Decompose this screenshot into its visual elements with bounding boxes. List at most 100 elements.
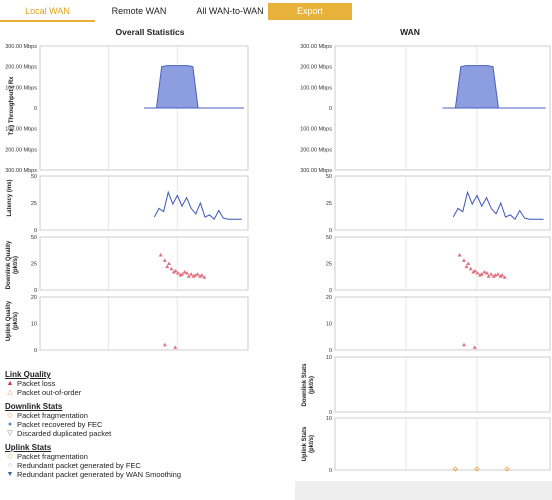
left-latency-frame [39,175,249,231]
right-packet-loss-point [468,266,473,271]
right-uplink-quality-tick-label: 20 [326,295,332,301]
right-throughput-tick-label: 100.00 Mbps [300,127,332,133]
left-packet-loss-point [178,273,183,277]
legend-label: Redundant packet generated by WAN Smooth… [17,470,181,479]
left-packet-loss-point [182,269,187,274]
right-packet-loss-point [495,272,500,276]
right-packet-loss-point [461,258,466,262]
right-packet-loss-point [486,274,491,278]
right-packet-loss-point [478,273,483,277]
right-packet-loss-point [462,342,466,347]
filled-triangle-icon: ▲ [6,380,14,387]
right-uplink-quality-frame [334,296,551,351]
legend-heading-link-quality: Link Quality [5,370,51,379]
right-packet-loss-point [498,274,503,278]
left-downlink-quality-tick-label: 0 [34,288,37,294]
right-uplink-quality-tick-label: 10 [326,322,332,328]
tab-remote-wan[interactable]: Remote WAN [111,6,167,16]
legend-item: ▽ Discarded duplicated packet [5,429,181,438]
left-latency-tick-label: 0 [34,228,37,234]
left-uplink-quality-tick-label: 10 [31,322,37,328]
legend: Link Quality ▲ Packet loss △ Packet out-of… [5,367,181,479]
right-downlink-stats-tick-label: 10 [326,355,332,361]
left-throughput-tick-label: 300.00 Mbps [5,168,37,174]
left-throughput-frame [39,45,249,171]
left-latency-line [153,190,242,221]
right-downlink-stats-frame [334,356,551,413]
right-throughput-frame [334,45,551,171]
right-packet-loss-point [502,275,507,279]
right-throughput-tick-label: 100.00 Mbps [300,85,332,91]
left-latency-tick-label: 50 [31,174,37,180]
legend-label: Discarded duplicated packet [17,429,112,438]
outline-circle-icon: ○ [7,462,13,469]
left-uplink-quality-tick-label: 20 [31,295,37,301]
left-throughput-tick-label: 100.00 Mbps [5,85,37,91]
export-button[interactable]: Export [268,3,352,20]
legend-item: ▲ Packet loss [5,379,181,388]
left-packet-loss-point [165,264,170,269]
left-packet-loss-point [171,269,176,274]
legend-label: Redundant packet generated by FEC [17,461,141,470]
left-packet-loss-point [158,253,163,257]
right-throughput-tick-label: 300.00 Mbps [300,168,332,174]
left-downlink-quality-tick-label: 50 [31,235,37,241]
right-downlink-quality-tick-label: 25 [326,262,332,268]
legend-label: Packet recovered by FEC [17,420,103,429]
legend-item: ◇ Packet fragmentation [5,452,181,461]
left-throughput-area [155,65,199,109]
right-packet-loss-point [482,269,487,274]
right-packet-loss-point [471,269,476,274]
right-throughput-tick-label: 200.00 Mbps [300,147,332,153]
outline-diamond-icon: ◇ [7,412,13,419]
right-downlink-quality-tick-label: 0 [329,288,332,294]
right-throughput-tick-label: 300.00 Mbps [300,44,332,50]
outline-triangle-icon: △ [7,389,13,396]
left-packet-loss-point [173,345,178,349]
legend-label: Packet fragmentation [17,452,88,461]
down-triangle-icon: ▽ [7,430,13,437]
left-latency-tick-label: 25 [31,201,37,207]
left-packet-loss-point [202,275,207,279]
right-packet-loss-point [466,261,471,265]
tab-local-wan[interactable]: Local WAN [0,3,95,22]
left-throughput-tick-label: 300.00 Mbps [5,44,37,50]
legend-item: ● Packet recovered by FEC [5,420,181,429]
right-latency-tick-label: 25 [326,201,332,207]
left-downlink-quality-frame [39,236,249,291]
left-packet-loss-point [162,342,167,347]
legend-item: ▼ Redundant packet generated by WAN Smoot… [5,470,181,479]
overall-statistics-title: Overall Statistics [115,27,185,37]
left-packet-loss-point [184,271,189,275]
left-packet-loss-point [167,261,172,265]
left-packet-loss-point [186,274,191,278]
right-downlink-quality-tick-label: 50 [326,235,332,241]
left-packet-loss-point [195,272,200,276]
left-throughput-tick-label: 200.00 Mbps [5,147,37,153]
right-packet-loss-point [489,272,494,276]
right-uplink-stats-tick-label: 10 [326,416,332,422]
left-downlink-quality-tick-label: 25 [31,262,37,268]
legend-item: △ Packet out-of-order [5,388,181,397]
tab-all-wan-to-wan[interactable]: All WAN-to-WAN [196,6,264,16]
right-packet-loss-point [484,271,489,275]
legend-heading-downlink-stats: Downlink Stats [5,402,63,411]
left-uplink-quality-tick-label: 0 [34,348,37,354]
legend-label: Packet fragmentation [17,411,88,420]
right-packet-loss-point [457,253,462,257]
right-downlink-quality-frame [334,236,551,291]
left-packet-loss-point [169,266,174,271]
right-throughput-tick-label: 0 [329,106,332,112]
right-latency-frame [334,175,551,231]
right-packet-loss-point [491,274,496,278]
right-uplink-stats-tick-label: 0 [329,468,332,474]
left-packet-loss-point [162,258,167,262]
left-uplink-quality-frame [39,296,249,351]
right-packet-loss-point [475,271,480,275]
left-throughput-tick-label: 100.00 Mbps [5,127,37,133]
legend-label: Packet loss [17,379,56,388]
legend-item: ◇ Packet fragmentation [5,411,181,420]
bottom-panel [295,481,552,500]
legend-heading-uplink-stats: Uplink Stats [5,443,52,452]
